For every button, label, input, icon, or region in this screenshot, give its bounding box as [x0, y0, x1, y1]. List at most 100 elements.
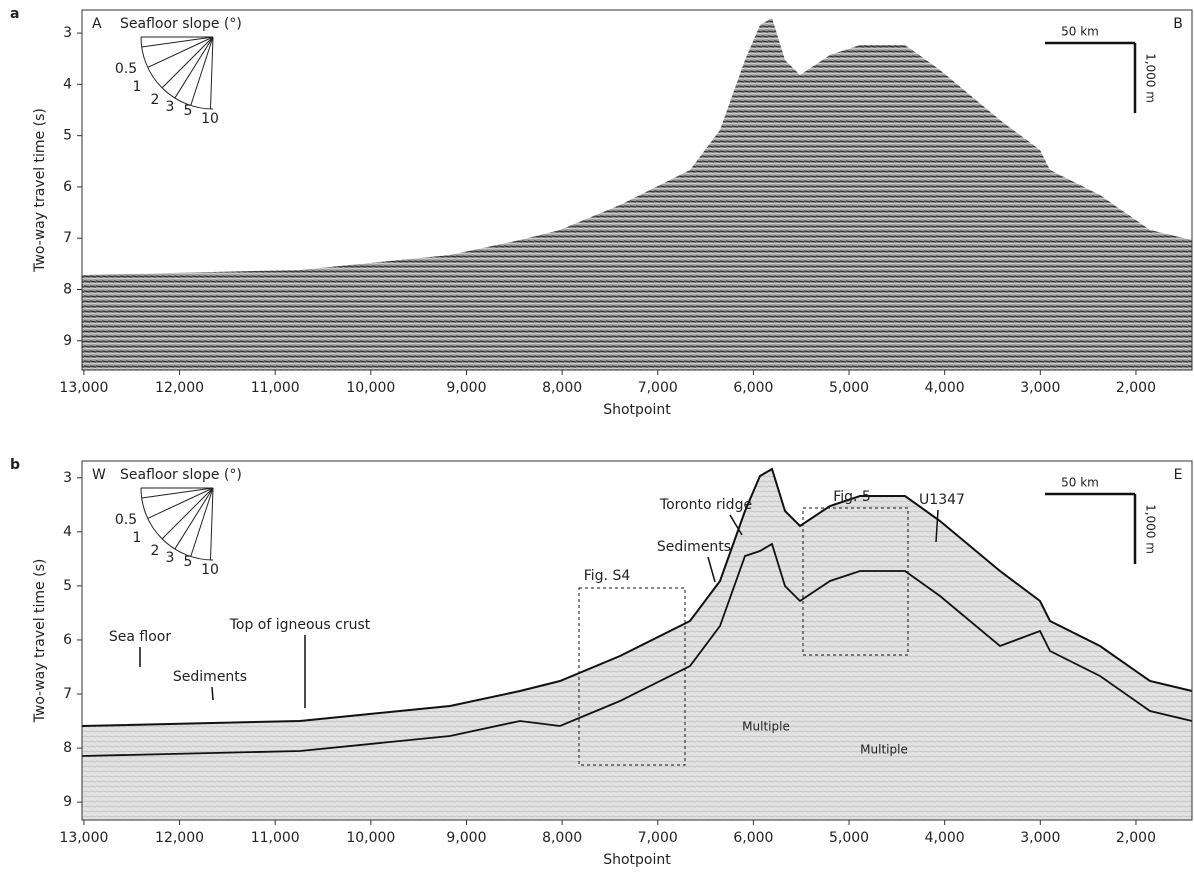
arrow — [935, 509, 939, 543]
x-tick-label: 12,000 — [155, 380, 204, 396]
slope-ray — [174, 36, 214, 99]
slope-label: 0.5 — [115, 61, 137, 77]
x-axis-label: Shotpoint — [603, 402, 671, 418]
y-tick-label: 3 — [63, 470, 72, 486]
y-tick-label: 7 — [63, 230, 72, 246]
y-tick-label: 5 — [63, 578, 72, 594]
x-tick-label: 6,000 — [733, 380, 773, 396]
corner-label: A — [92, 16, 102, 32]
y-tick-label: 9 — [63, 333, 72, 349]
annotation: Toronto ridge — [659, 497, 752, 513]
x-tick-label: 3,000 — [1020, 380, 1060, 396]
arrow — [211, 686, 214, 701]
annotation: Sediments — [173, 669, 247, 685]
x-tick-label: 12,000 — [155, 830, 204, 846]
slope-ray — [161, 487, 214, 540]
x-tick-label: 13,000 — [59, 830, 108, 846]
y-tick-label: 5 — [63, 128, 72, 144]
slope-label: 1 — [133, 530, 142, 546]
slope-label: 5 — [184, 103, 193, 119]
slope-label: 2 — [151, 543, 160, 559]
figure-box — [578, 587, 686, 766]
y-tick-label: 4 — [63, 524, 72, 540]
slope-label: 2 — [151, 92, 160, 108]
annotation: Sea floor — [109, 629, 171, 645]
slope-label: 1 — [133, 79, 142, 95]
slope-ray — [147, 487, 214, 519]
x-tick-label: 7,000 — [638, 830, 678, 846]
slope-legend-title: Seafloor slope (°) — [120, 16, 242, 32]
x-tick-label: 11,000 — [251, 380, 300, 396]
annotation: Fig. 5 — [833, 489, 871, 505]
scale-label: 1,000 m — [1144, 53, 1158, 103]
x-tick-label: 5,000 — [829, 830, 869, 846]
x-tick-label: 10,000 — [346, 380, 395, 396]
x-tick-label: 5,000 — [829, 380, 869, 396]
x-tick-label: 4,000 — [925, 830, 965, 846]
scale-label: 1,000 m — [1144, 504, 1158, 554]
x-tick-label: 8,000 — [542, 830, 582, 846]
slope-ray — [209, 36, 214, 109]
slope-label: 5 — [184, 554, 193, 570]
annotation: Top of igneous crust — [229, 617, 371, 633]
x-tick-label: 4,000 — [925, 380, 965, 396]
seafloor-line — [81, 467, 1193, 727]
y-axis-label: Two-way travel time (s) — [32, 108, 48, 273]
annotation: U1347 — [919, 492, 965, 508]
y-tick-label: 6 — [63, 179, 72, 195]
corner-label: B — [1173, 16, 1183, 32]
annotation: Fig. S4 — [584, 568, 631, 584]
x-tick-label: 11,000 — [251, 830, 300, 846]
y-tick-label: 9 — [63, 794, 72, 810]
slope-ray — [141, 36, 214, 48]
y-tick-label: 4 — [63, 76, 72, 92]
x-tick-label: 6,000 — [733, 830, 773, 846]
seismic-section — [82, 18, 1192, 370]
corner-label: W — [92, 467, 106, 483]
slope-ray — [174, 487, 214, 550]
y-tick-label: 6 — [63, 632, 72, 648]
y-tick-label: 7 — [63, 686, 72, 702]
x-tick-label: 9,000 — [446, 380, 486, 396]
annotation: Multiple — [742, 720, 790, 734]
x-tick-label: 3,000 — [1020, 830, 1060, 846]
x-tick-label: 13,000 — [59, 380, 108, 396]
slope-label: 10 — [201, 111, 219, 127]
x-tick-label: 2,000 — [1116, 830, 1156, 846]
x-tick-label: 2,000 — [1116, 380, 1156, 396]
x-tick-label: 7,000 — [638, 380, 678, 396]
slope-label: 0.5 — [115, 512, 137, 528]
crust-line — [81, 542, 1193, 757]
y-axis-label: Two-way travel time (s) — [32, 559, 48, 724]
annotation: Sediments — [657, 539, 731, 555]
slope-ray — [190, 487, 214, 557]
slope-ray — [161, 36, 214, 89]
slope-label: 3 — [166, 99, 175, 115]
arrow — [707, 556, 716, 583]
panel-label: b — [10, 457, 20, 473]
slope-ray — [190, 36, 214, 106]
annotation: Multiple — [860, 743, 908, 757]
x-tick-label: 8,000 — [542, 380, 582, 396]
x-tick-label: 10,000 — [346, 830, 395, 846]
panel-label: a — [10, 6, 19, 22]
y-tick-label: 8 — [63, 281, 72, 297]
y-tick-label: 8 — [63, 740, 72, 756]
y-tick-label: 3 — [63, 25, 72, 41]
plot-frame — [81, 460, 1193, 821]
x-tick-label: 9,000 — [446, 830, 486, 846]
corner-label: E — [1174, 467, 1183, 483]
x-axis-label: Shotpoint — [603, 852, 671, 868]
slope-ray — [147, 36, 214, 68]
seismic-section — [82, 469, 1192, 820]
plot-frame — [81, 9, 1193, 371]
scale-label: 50 km — [1061, 476, 1099, 490]
slope-label: 10 — [201, 562, 219, 578]
slope-label: 3 — [166, 550, 175, 566]
slope-ray — [209, 487, 214, 560]
arrow — [729, 514, 743, 536]
slope-legend-title: Seafloor slope (°) — [120, 467, 242, 483]
scale-label: 50 km — [1061, 25, 1099, 39]
slope-ray — [141, 487, 214, 499]
